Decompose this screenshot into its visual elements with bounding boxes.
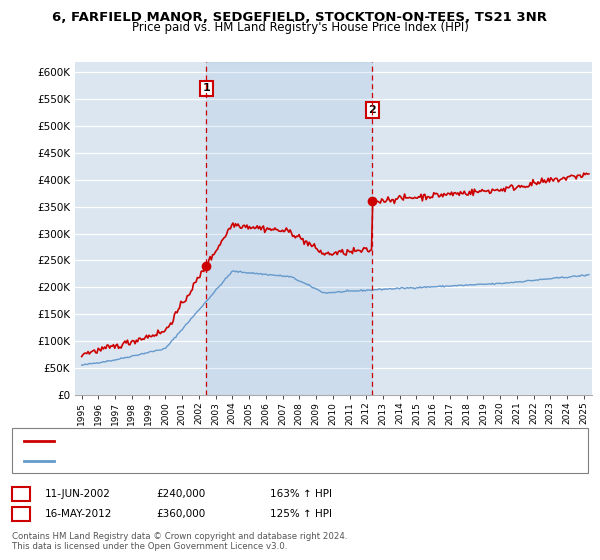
Text: Price paid vs. HM Land Registry's House Price Index (HPI): Price paid vs. HM Land Registry's House … [131, 21, 469, 34]
Text: 2: 2 [368, 105, 376, 115]
Text: 6, FARFIELD MANOR, SEDGEFIELD, STOCKTON-ON-TEES, TS21 3NR (detached house): 6, FARFIELD MANOR, SEDGEFIELD, STOCKTON-… [60, 436, 474, 446]
Text: 1: 1 [202, 83, 210, 94]
Text: 125% ↑ HPI: 125% ↑ HPI [270, 509, 332, 519]
Text: £360,000: £360,000 [156, 509, 205, 519]
Bar [206, 62, 373, 395]
Text: £240,000: £240,000 [156, 489, 205, 499]
Text: 11-JUN-2002: 11-JUN-2002 [45, 489, 111, 499]
Text: 1: 1 [17, 489, 25, 499]
Text: 16-MAY-2012: 16-MAY-2012 [45, 509, 112, 519]
Text: 163% ↑ HPI: 163% ↑ HPI [270, 489, 332, 499]
Text: 6, FARFIELD MANOR, SEDGEFIELD, STOCKTON-ON-TEES, TS21 3NR: 6, FARFIELD MANOR, SEDGEFIELD, STOCKTON-… [53, 11, 548, 24]
Text: HPI: Average price, detached house, County Durham: HPI: Average price, detached house, Coun… [60, 456, 318, 466]
Text: 2: 2 [17, 509, 25, 519]
Text: Contains HM Land Registry data © Crown copyright and database right 2024.
This d: Contains HM Land Registry data © Crown c… [12, 532, 347, 552]
